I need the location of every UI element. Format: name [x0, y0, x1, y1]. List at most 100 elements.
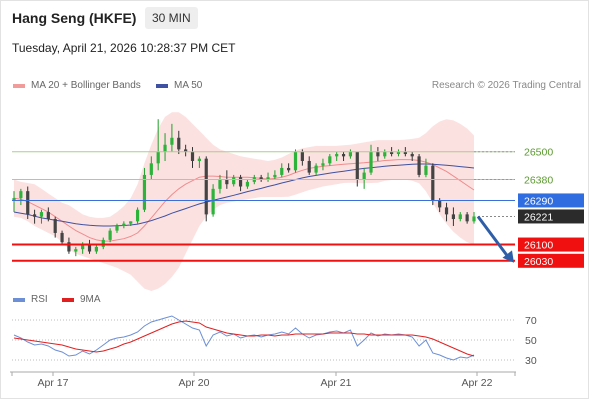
candle-25 — [184, 144, 188, 157]
candle-30 — [218, 174, 222, 194]
rsi-legend-label: RSI — [31, 294, 48, 305]
candle-body-62 — [438, 200, 442, 208]
candle-9 — [74, 246, 78, 257]
candles-layer — [12, 119, 476, 257]
candle-44 — [314, 163, 318, 175]
candle-body-6 — [53, 219, 57, 233]
level-tag-26290 — [518, 193, 584, 208]
rsi-tick-30: 30 — [525, 355, 537, 367]
ma20-line — [13, 159, 475, 242]
candle-36 — [259, 174, 263, 182]
candle-45 — [321, 158, 325, 171]
candle-40 — [287, 163, 291, 173]
forecast-arrow-head — [502, 250, 514, 263]
candle-body-64 — [451, 214, 456, 220]
level-tag-26100 — [518, 237, 584, 252]
rsi-layer: 70 50 30 — [12, 315, 537, 367]
candle-body-41 — [293, 151, 298, 171]
candle-body-46 — [328, 156, 332, 164]
candle-body-16 — [122, 223, 126, 226]
candle-body-14 — [108, 230, 112, 240]
x-tick-label-2: Apr 21 — [321, 377, 352, 389]
ma-layer — [13, 159, 475, 242]
candle-body-52 — [369, 151, 373, 173]
level-tag-26030 — [518, 253, 584, 268]
candle-49 — [348, 149, 353, 159]
candle-27 — [197, 156, 201, 168]
candle-23 — [170, 123, 174, 152]
credit-text: Research © 2026 Trading Central — [431, 80, 581, 91]
candle-13 — [101, 237, 105, 250]
candle-body-20 — [149, 163, 153, 175]
candle-38 — [273, 170, 277, 180]
candle-18 — [135, 207, 140, 224]
candle-body-5 — [46, 212, 50, 220]
candle-54 — [383, 149, 387, 159]
candle-body-38 — [273, 174, 277, 178]
candle-body-9 — [74, 249, 78, 252]
candle-51 — [362, 167, 366, 189]
candle-body-22 — [163, 144, 167, 152]
candle-body-57 — [403, 151, 407, 155]
candle-body-11 — [87, 244, 92, 252]
candle-body-31 — [225, 179, 229, 185]
candle-body-65 — [458, 214, 462, 220]
candle-body-47 — [335, 154, 339, 157]
candle-body-43 — [307, 160, 311, 173]
candle-body-21 — [156, 151, 160, 164]
candle-53 — [376, 147, 380, 161]
ma50-swatch — [156, 83, 168, 88]
candle-body-33 — [238, 177, 243, 187]
candle-body-34 — [245, 181, 250, 187]
x-axis-layer: Apr 17 Apr 20 Apr 21 Apr 22 — [10, 371, 516, 389]
candle-65 — [458, 212, 462, 222]
candle-66 — [465, 212, 469, 224]
candle-24 — [177, 130, 181, 155]
candle-body-23 — [170, 137, 174, 145]
candle-37 — [266, 172, 270, 182]
candle-body-59 — [417, 156, 421, 175]
candle-body-56 — [396, 151, 401, 155]
candle-63 — [444, 202, 449, 222]
candle-58 — [410, 151, 414, 161]
rsi-line — [13, 315, 475, 361]
candle-body-30 — [218, 179, 222, 189]
candle-body-61 — [431, 165, 435, 201]
candle-8 — [67, 237, 71, 254]
rsi-tick-70: 70 — [525, 315, 537, 327]
candle-body-12 — [94, 246, 98, 252]
candle-26 — [190, 147, 195, 168]
candle-body-40 — [287, 167, 291, 171]
candle-60 — [424, 158, 428, 178]
candle-body-15 — [115, 225, 119, 231]
candle-4 — [39, 209, 44, 224]
candle-34 — [245, 179, 250, 189]
candle-body-54 — [383, 151, 387, 157]
candle-50 — [355, 151, 359, 187]
ma20-swatch — [13, 83, 25, 88]
candle-body-19 — [142, 174, 147, 210]
candle-43 — [307, 156, 311, 175]
candle-body-60 — [424, 165, 428, 175]
candle-body-51 — [362, 172, 366, 180]
x-tick-label-1: Apr 20 — [179, 377, 210, 389]
candle-body-25 — [184, 149, 188, 152]
legend-ma20: MA 20 + Bollinger Bands — [13, 80, 141, 91]
candle-16 — [122, 221, 126, 229]
rsi-tick-50: 50 — [525, 335, 537, 347]
timeframe-button[interactable]: 30 MIN — [145, 7, 198, 29]
x-tick-label-3: Apr 22 — [462, 377, 493, 389]
candle-1 — [19, 188, 23, 206]
rsi-swatch — [13, 297, 25, 302]
ma9-swatch — [62, 297, 74, 302]
candle-48 — [341, 151, 346, 161]
level-label-26100: 26100 — [524, 240, 553, 252]
candle-body-55 — [390, 151, 394, 155]
ma50-legend-label: MA 50 — [174, 80, 203, 91]
candle-5 — [46, 207, 50, 222]
timestamp: Tuesday, April 21, 2026 10:28:37 PM CET — [12, 41, 236, 55]
bollinger-layer — [14, 112, 474, 291]
level-label-26221: 26221 — [524, 211, 553, 223]
candle-body-45 — [321, 163, 325, 166]
